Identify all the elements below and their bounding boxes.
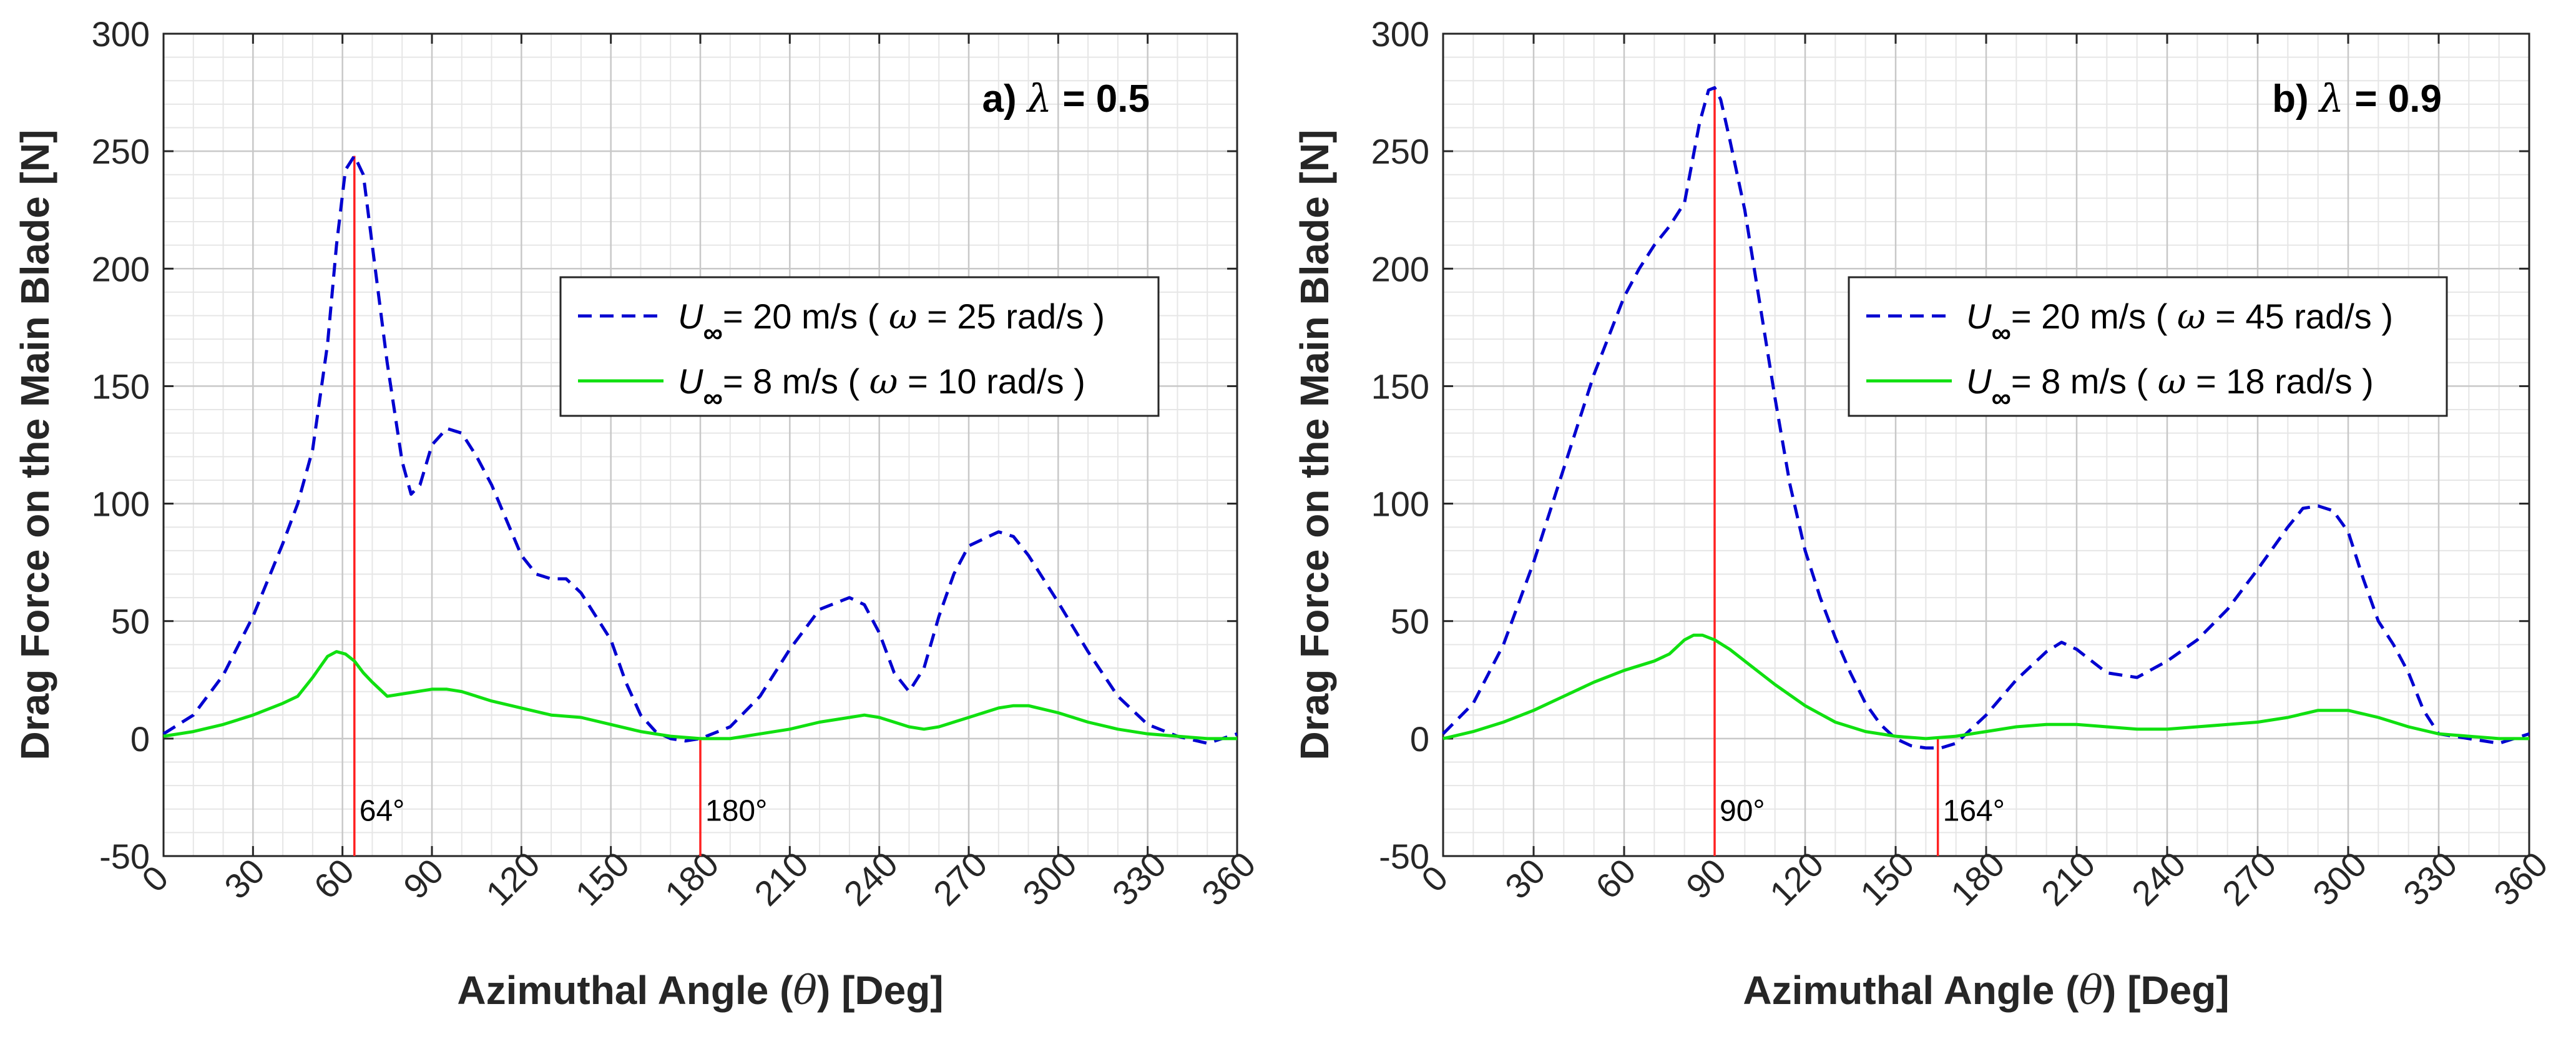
panel-title: a) λ = 0.5 xyxy=(982,76,1150,121)
x-tick-label: 60 xyxy=(1588,851,1643,907)
lambda-symbol: λ xyxy=(1026,76,1052,121)
legend-text: = 8 m/s ( xyxy=(723,362,869,401)
legend-box xyxy=(559,276,1160,417)
x-axis-label-tail: ) [Deg] xyxy=(2103,968,2230,1013)
legend-entry: U∞= 20 m/s ( ω = 25 rad/s ) xyxy=(678,297,1105,348)
legend-infinity: ∞ xyxy=(1991,383,2010,413)
y-tick-label: 0 xyxy=(1410,719,1429,759)
legend-tail: = 10 rad/s ) xyxy=(898,362,1085,401)
y-tick-label: 300 xyxy=(1371,14,1429,54)
legend-u: U xyxy=(678,297,703,336)
y-axis-label: Drag Force on the Main Blade [N] xyxy=(1292,130,1337,761)
legend-box xyxy=(1848,276,2448,417)
x-axis-label: Azimuthal Angle (θ) [Deg] xyxy=(1743,968,2229,1014)
legend-entry: U∞= 8 m/s ( ω = 18 rad/s ) xyxy=(1966,362,2374,413)
legend-entry: U∞= 20 m/s ( ω = 45 rad/s ) xyxy=(1966,297,2393,348)
y-tick-label: 150 xyxy=(92,367,150,406)
legend-infinity: ∞ xyxy=(703,318,722,348)
y-tick-label: 100 xyxy=(1371,485,1429,524)
legend-tail: = 18 rad/s ) xyxy=(2186,362,2373,401)
annotation-label: 90° xyxy=(1720,795,1765,828)
x-axis-theta: θ xyxy=(793,968,817,1014)
annotation-label: 180° xyxy=(705,795,767,828)
y-tick-label: 300 xyxy=(92,14,150,54)
y-tick-label: -50 xyxy=(1379,837,1429,876)
legend-text: = 8 m/s ( xyxy=(2011,362,2158,401)
panel-label: a) xyxy=(982,77,1027,121)
series-line-u8 xyxy=(163,650,1237,741)
y-tick-label: 50 xyxy=(1391,602,1429,641)
y-tick-label: 200 xyxy=(92,249,150,288)
x-tick-label: 30 xyxy=(217,851,272,907)
legend-infinity: ∞ xyxy=(703,383,722,413)
x-axis-label-tail: ) [Deg] xyxy=(817,968,944,1013)
lambda-symbol: λ xyxy=(2318,76,2344,121)
lambda-value: = 0.9 xyxy=(2344,77,2442,121)
legend: U∞= 20 m/s ( ω = 25 rad/s )U∞= 8 m/s ( ω… xyxy=(559,276,1160,417)
legend-infinity: ∞ xyxy=(1991,318,2010,348)
y-tick-label: 250 xyxy=(92,132,150,171)
legend-tail: = 45 rad/s ) xyxy=(2206,297,2393,336)
y-tick-label: 200 xyxy=(1371,249,1429,288)
x-tick-label: 60 xyxy=(306,851,362,907)
panel-label: b) xyxy=(2272,77,2319,121)
x-tick-label: 90 xyxy=(396,851,451,907)
legend-entry: U∞= 8 m/s ( ω = 10 rad/s ) xyxy=(678,362,1085,413)
legend-text: = 20 m/s ( xyxy=(723,297,889,336)
y-tick-label: -50 xyxy=(99,837,150,876)
x-tick-label: 30 xyxy=(1497,851,1553,907)
lambda-value: = 0.5 xyxy=(1052,77,1150,121)
legend: U∞= 20 m/s ( ω = 45 rad/s )U∞= 8 m/s ( ω… xyxy=(1848,276,2448,417)
y-tick-label: 0 xyxy=(130,719,150,759)
y-tick-label: 100 xyxy=(92,485,150,524)
legend-omega: ω xyxy=(2177,297,2206,337)
legend-u: U xyxy=(678,362,703,401)
y-tick-label: 250 xyxy=(1371,132,1429,171)
x-axis-label-main: Azimuthal Angle ( xyxy=(1743,968,2079,1013)
legend-u: U xyxy=(1966,297,1992,336)
x-tick-label: 90 xyxy=(1678,851,1734,907)
y-tick-label: 50 xyxy=(111,602,150,641)
tick-marks xyxy=(162,32,1238,857)
annotation-label: 64° xyxy=(360,795,405,828)
x-axis-theta: θ xyxy=(2079,968,2103,1014)
x-axis-label-main: Azimuthal Angle ( xyxy=(457,968,793,1013)
legend-omega: ω xyxy=(869,362,898,402)
legend-omega: ω xyxy=(2158,362,2187,402)
legend-omega: ω xyxy=(889,297,918,337)
annotation-label: 164° xyxy=(1943,795,2005,828)
tick-marks xyxy=(1442,32,2530,857)
legend-tail: = 25 rad/s ) xyxy=(918,297,1105,336)
legend-u: U xyxy=(1966,362,1992,401)
legend-text: = 20 m/s ( xyxy=(2011,297,2177,336)
y-axis-label: Drag Force on the Main Blade [N] xyxy=(12,130,57,761)
series-line-u20 xyxy=(162,154,1238,745)
panel-title: b) λ = 0.9 xyxy=(2272,76,2442,121)
series-line-u8 xyxy=(1442,633,2529,741)
x-axis-label: Azimuthal Angle (θ) [Deg] xyxy=(457,968,943,1014)
y-tick-label: 150 xyxy=(1371,367,1429,406)
